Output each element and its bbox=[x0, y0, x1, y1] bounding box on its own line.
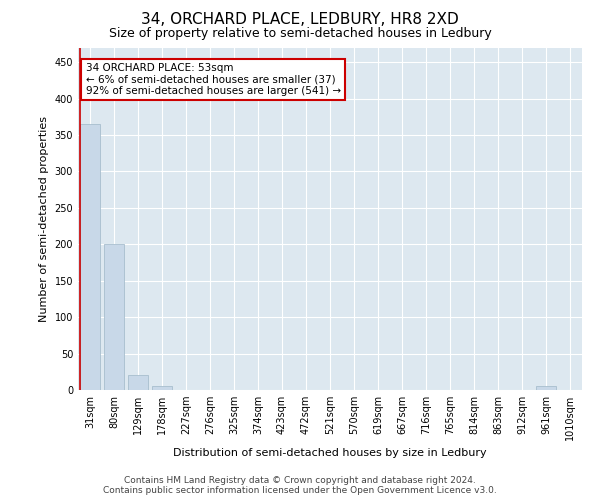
Text: Size of property relative to semi-detached houses in Ledbury: Size of property relative to semi-detach… bbox=[109, 28, 491, 40]
Text: Contains HM Land Registry data © Crown copyright and database right 2024.
Contai: Contains HM Land Registry data © Crown c… bbox=[103, 476, 497, 495]
Bar bbox=[152, 386, 172, 390]
Bar bbox=[80, 124, 100, 390]
Bar bbox=[104, 244, 124, 390]
Text: 34, ORCHARD PLACE, LEDBURY, HR8 2XD: 34, ORCHARD PLACE, LEDBURY, HR8 2XD bbox=[141, 12, 459, 28]
Text: 34 ORCHARD PLACE: 53sqm
← 6% of semi-detached houses are smaller (37)
92% of sem: 34 ORCHARD PLACE: 53sqm ← 6% of semi-det… bbox=[86, 63, 341, 96]
Y-axis label: Number of semi-detached properties: Number of semi-detached properties bbox=[39, 116, 49, 322]
Bar bbox=[536, 386, 556, 390]
Bar bbox=[128, 376, 148, 390]
X-axis label: Distribution of semi-detached houses by size in Ledbury: Distribution of semi-detached houses by … bbox=[173, 448, 487, 458]
